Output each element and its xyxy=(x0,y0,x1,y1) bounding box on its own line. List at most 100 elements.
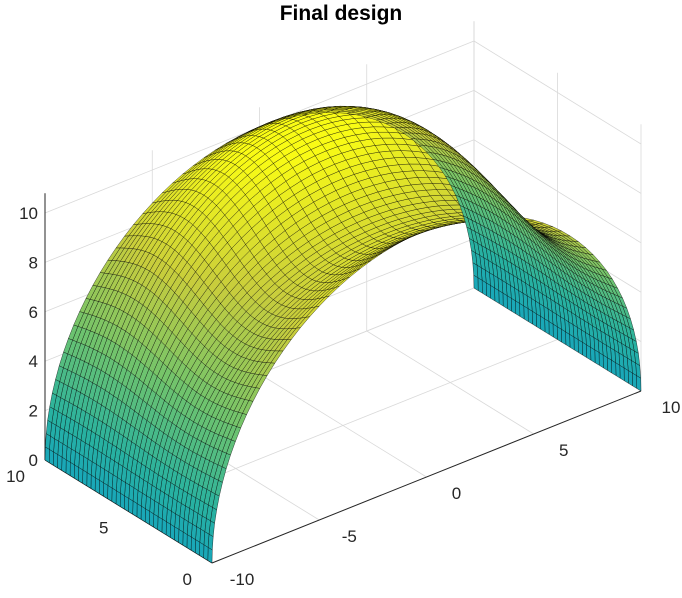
grid-line xyxy=(473,139,642,244)
surface-face xyxy=(149,511,154,528)
surface-face xyxy=(611,359,617,376)
surface-face xyxy=(74,464,79,481)
z-tick-label: 4 xyxy=(29,352,38,371)
x-tick-label: 10 xyxy=(662,398,681,417)
surface-face xyxy=(186,534,192,551)
surface-face xyxy=(515,300,521,317)
surface-face xyxy=(494,287,500,304)
surface-face xyxy=(115,490,121,507)
surface-face xyxy=(569,334,575,351)
surface-face xyxy=(477,277,483,294)
z-tick-label: 10 xyxy=(19,204,38,223)
surface-face xyxy=(203,544,209,561)
surface-face xyxy=(61,456,67,474)
surface-face xyxy=(511,297,516,315)
x-tick-label: 0 xyxy=(452,484,461,503)
surface-face xyxy=(90,474,96,492)
surface-mesh xyxy=(44,106,642,564)
surface-face xyxy=(65,459,71,476)
surface-face xyxy=(519,303,525,320)
surface-face xyxy=(490,285,496,302)
surface-face xyxy=(486,282,491,299)
chart-title: Final design xyxy=(280,2,403,25)
surface-face xyxy=(78,467,84,484)
surface-face xyxy=(594,349,600,366)
surface-face xyxy=(165,521,171,538)
surface-face xyxy=(82,469,88,487)
surface-face xyxy=(628,370,633,387)
surface-face xyxy=(607,357,612,374)
surface-face xyxy=(199,541,205,559)
surface-face xyxy=(548,321,554,338)
z-tick-label: 8 xyxy=(29,253,38,272)
surface-face xyxy=(615,362,621,379)
surface-face xyxy=(94,477,100,494)
surface-face xyxy=(498,290,504,307)
surface-face xyxy=(128,498,134,515)
surface-face xyxy=(69,461,75,479)
surface-face xyxy=(161,518,167,536)
surface-face xyxy=(544,318,550,335)
surface-face xyxy=(565,331,571,348)
surface-face xyxy=(523,305,529,322)
grid-line xyxy=(473,90,642,194)
surface-face xyxy=(124,495,129,512)
surface-face xyxy=(86,472,92,489)
surface-face xyxy=(481,279,487,297)
surface-face xyxy=(132,500,138,517)
y-tick-label: 0 xyxy=(183,570,192,589)
surface-face xyxy=(107,485,113,502)
surface-face xyxy=(145,508,150,525)
surface-face xyxy=(120,492,125,510)
surface-face xyxy=(632,372,637,389)
x-tick-label: 5 xyxy=(559,441,568,460)
surface-face xyxy=(598,352,604,369)
surface-face xyxy=(623,367,629,384)
surface-face xyxy=(157,516,163,533)
z-tick-label: 0 xyxy=(29,451,38,470)
grid-line xyxy=(473,40,642,145)
surface-face xyxy=(602,354,608,371)
z-tick-label: 6 xyxy=(29,303,38,322)
surface-face xyxy=(590,347,596,364)
surface-face xyxy=(582,341,587,358)
surface-face xyxy=(573,336,579,353)
surface-face xyxy=(99,480,104,497)
surface-face xyxy=(44,446,50,463)
surface-face xyxy=(506,295,512,312)
surface-face xyxy=(557,326,562,343)
surface-face xyxy=(619,365,625,382)
surface-face xyxy=(561,328,567,345)
surface-face xyxy=(532,310,537,327)
surface-face xyxy=(178,529,184,546)
x-tick-label: -10 xyxy=(230,570,255,589)
x-axis-line xyxy=(211,390,642,564)
surface-face xyxy=(540,315,546,333)
surface-face xyxy=(57,454,63,471)
surface-face xyxy=(636,375,642,392)
surface-face xyxy=(49,449,54,466)
surface-face xyxy=(207,547,213,564)
surface-face xyxy=(586,344,592,361)
y-tick-label: 10 xyxy=(6,467,25,486)
surface-face xyxy=(502,292,508,309)
surface-face xyxy=(577,339,583,356)
surface-face xyxy=(153,513,159,530)
surface-face xyxy=(473,274,479,291)
surface-face xyxy=(111,487,117,505)
surface-face xyxy=(190,536,196,554)
surface-face xyxy=(552,323,558,340)
surface-face xyxy=(182,531,188,548)
surface-face xyxy=(140,505,146,523)
y-tick-label: 5 xyxy=(99,519,108,538)
surface-face xyxy=(103,482,109,499)
x-tick-label: -5 xyxy=(342,527,357,546)
surface-face xyxy=(170,523,175,541)
z-tick-label: 2 xyxy=(29,402,38,421)
surface-face xyxy=(53,451,58,469)
surface-face xyxy=(45,433,51,450)
surface-face xyxy=(174,526,180,543)
surface-face xyxy=(136,503,142,520)
